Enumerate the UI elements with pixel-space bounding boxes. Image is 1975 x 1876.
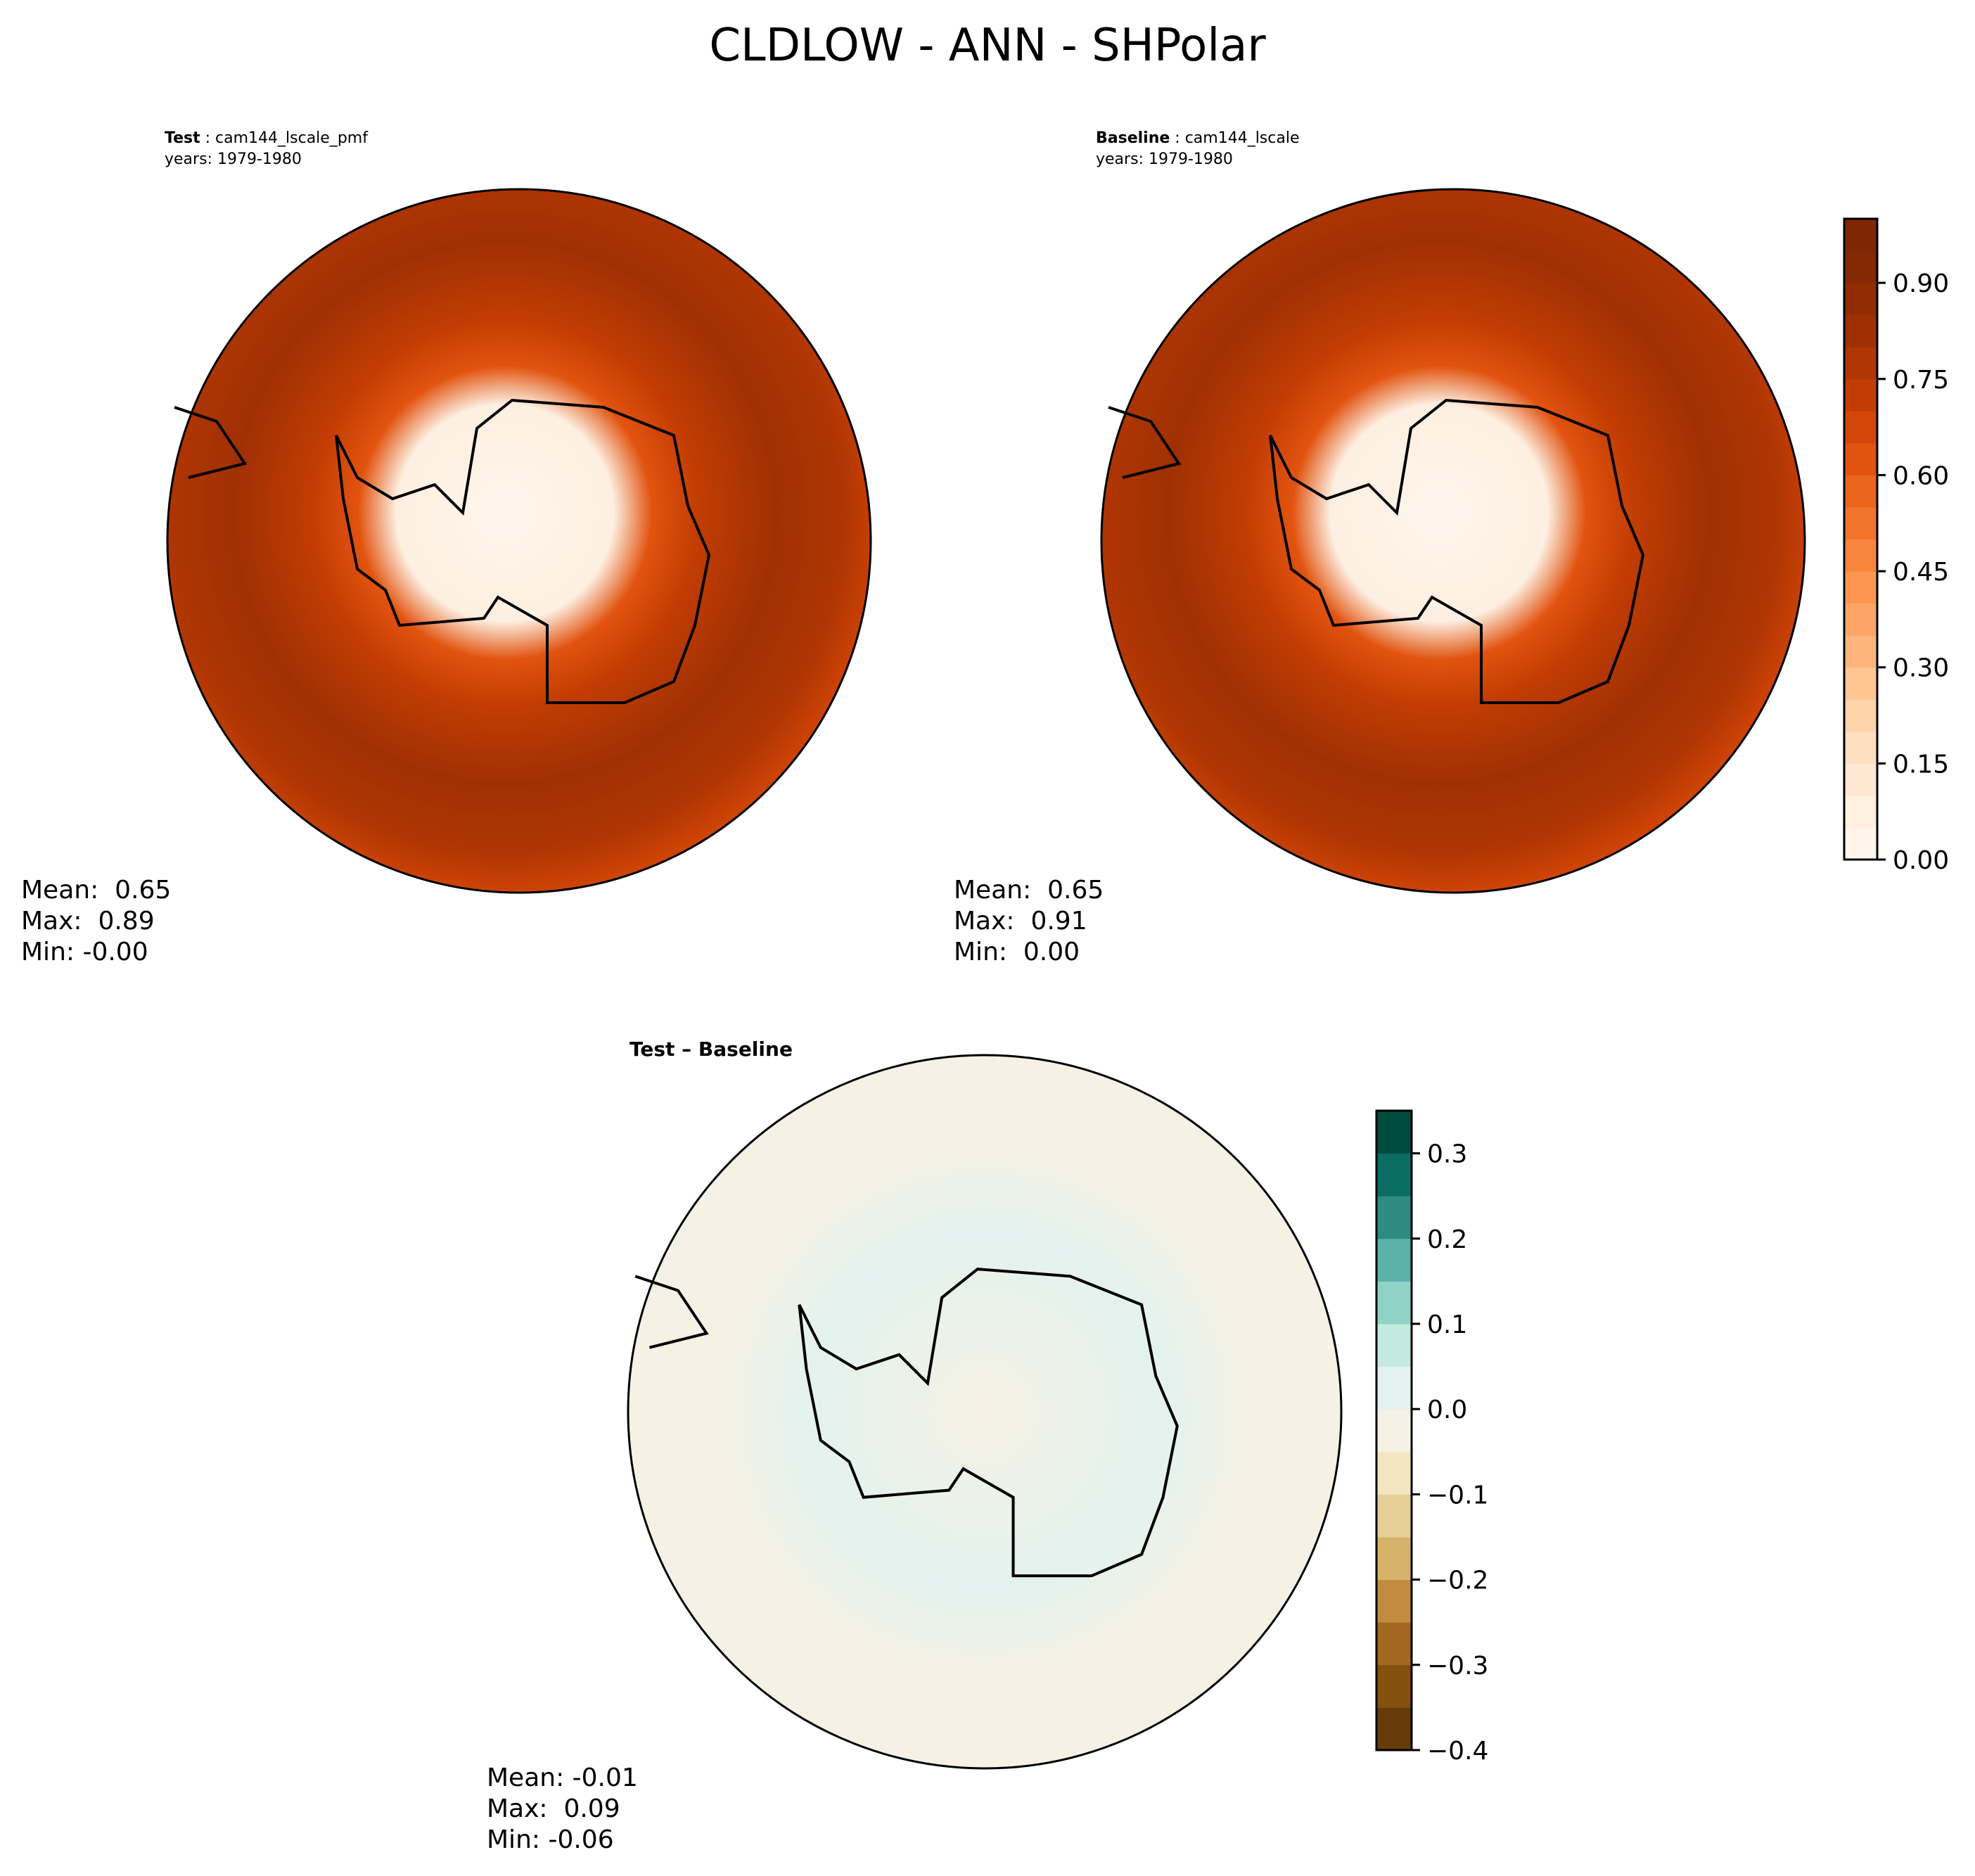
diff-map	[627, 1054, 1343, 1770]
diff-colorbar-tick-label: −0.2	[1427, 1566, 1488, 1595]
figure-title: CLDLOW - ANN - SHPolar	[709, 20, 1266, 72]
baseline-max: Max: 0.91	[954, 907, 1087, 936]
main-colorbar-band	[1844, 635, 1877, 668]
south-america-coastline	[174, 406, 248, 479]
south-america-coastline	[634, 1275, 709, 1349]
diff-colorbar-tick-label: 0.2	[1427, 1225, 1467, 1254]
antarctica-coastline	[335, 398, 711, 704]
main-colorbar-band	[1844, 250, 1877, 283]
main-colorbar-band	[1844, 506, 1877, 540]
main-colorbar-band	[1844, 795, 1877, 828]
diff-colorbar-tick-label: −0.3	[1427, 1652, 1488, 1680]
main-colorbar-band	[1844, 571, 1877, 604]
test-label-bold: Test	[165, 129, 200, 147]
diff-colorbar-band	[1376, 1238, 1412, 1282]
diff-colorbar-tick-label: −0.4	[1427, 1737, 1488, 1766]
diff-colorbar-tick-label: 0.0	[1427, 1396, 1467, 1424]
diff-colorbar-band	[1376, 1494, 1412, 1538]
main-colorbar-tick-label: 0.30	[1893, 654, 1949, 683]
main-colorbar-band	[1844, 475, 1877, 508]
main-colorbar-band	[1844, 219, 1877, 252]
diff-colorbar-band	[1376, 1324, 1412, 1367]
baseline-case-name: : cam144_lscale	[1170, 129, 1300, 147]
diff-colorbar-band	[1376, 1409, 1412, 1453]
main-colorbar: 0.00 0.15 0.30 0.45 0.60 0.75 0.90	[1843, 217, 1949, 875]
main-colorbar-tick-label: 0.75	[1893, 366, 1949, 395]
baseline-panel-label: Baseline : cam144_lscale years: 1979-1980	[1096, 128, 1300, 170]
main-colorbar-band	[1844, 731, 1877, 764]
baseline-years: years: 1979-1980	[1096, 151, 1233, 168]
main-colorbar-band	[1844, 378, 1877, 411]
diff-mean: Mean: -0.01	[487, 1763, 638, 1792]
diff-colorbar-band	[1376, 1281, 1412, 1325]
test-case-name: : cam144_lscale_pmf	[200, 129, 368, 147]
diff-colorbar-band	[1376, 1451, 1412, 1495]
diff-colorbar-frame	[1375, 1109, 1413, 1751]
baseline-map-field	[1101, 189, 1805, 893]
diff-colorbar-band	[1376, 1111, 1412, 1154]
main-colorbar-tick-label: 0.00	[1893, 846, 1949, 875]
test-max: Max: 0.89	[21, 907, 155, 936]
main-colorbar-tick-label: 0.90	[1893, 269, 1949, 298]
diff-max: Max: 0.09	[487, 1794, 620, 1823]
test-map-field	[167, 189, 871, 893]
diff-colorbar-band	[1376, 1153, 1412, 1197]
diff-colorbar-tick-label: 0.3	[1427, 1140, 1467, 1169]
main-colorbar-band	[1844, 667, 1877, 700]
test-min: Min: -0.00	[21, 938, 148, 966]
test-mean: Mean: 0.65	[21, 876, 172, 905]
main-colorbar-tick-label: 0.45	[1893, 558, 1949, 587]
diff-colorbar-band	[1376, 1707, 1412, 1751]
diff-min: Min: -0.06	[487, 1825, 614, 1854]
main-colorbar-band	[1844, 603, 1877, 636]
baseline-map	[1100, 188, 1806, 894]
baseline-map-boundary	[1100, 188, 1806, 894]
diff-colorbar-band	[1376, 1664, 1412, 1708]
diff-colorbar-tick-label: 0.1	[1427, 1310, 1467, 1339]
diff-panel-label: Test – Baseline	[629, 1038, 793, 1061]
main-colorbar-tick-label: 0.60	[1893, 461, 1949, 490]
antarctica-coastline	[1269, 398, 1645, 704]
diff-colorbar-band	[1376, 1579, 1412, 1623]
main-colorbar-tick-label: 0.15	[1893, 750, 1949, 779]
main-colorbar-band	[1844, 314, 1877, 347]
main-colorbar-band	[1844, 411, 1877, 444]
baseline-stats: Mean: 0.65 Max: 0.91 Min: 0.00	[954, 875, 1104, 968]
baseline-mean: Mean: 0.65	[954, 876, 1104, 905]
main-colorbar-band	[1844, 283, 1877, 316]
main-colorbar-frame	[1843, 217, 1879, 861]
diff-stats: Mean: -0.01 Max: 0.09 Min: -0.06	[487, 1763, 638, 1856]
diff-colorbar-band	[1376, 1366, 1412, 1410]
main-colorbar-band	[1844, 699, 1877, 732]
diff-colorbar-band	[1376, 1622, 1412, 1666]
diff-colorbar-band	[1376, 1196, 1412, 1239]
test-panel-label: Test : cam144_lscale_pmf years: 1979-1980	[165, 128, 368, 170]
test-stats: Mean: 0.65 Max: 0.89 Min: -0.00	[21, 875, 171, 968]
main-colorbar-band	[1844, 442, 1877, 476]
main-colorbar-band	[1844, 347, 1877, 380]
baseline-min: Min: 0.00	[954, 938, 1080, 966]
main-colorbar-band	[1844, 763, 1877, 796]
antarctica-coastline	[798, 1268, 1179, 1578]
diff-map-boundary	[627, 1054, 1343, 1770]
baseline-label-bold: Baseline	[1096, 129, 1170, 147]
main-colorbar-band	[1844, 539, 1877, 572]
test-years: years: 1979-1980	[165, 151, 302, 168]
diff-colorbar-tick-label: −0.1	[1427, 1481, 1488, 1510]
diff-colorbar-band	[1376, 1537, 1412, 1581]
diff-map-field	[628, 1055, 1341, 1768]
diff-colorbar: −0.4 −0.3 −0.2 −0.1 0.0 0.1 0.2 0.3	[1375, 1109, 1488, 1766]
south-america-coastline	[1108, 406, 1182, 479]
test-map	[166, 188, 872, 894]
test-map-boundary	[166, 188, 872, 894]
main-colorbar-band	[1844, 827, 1877, 860]
